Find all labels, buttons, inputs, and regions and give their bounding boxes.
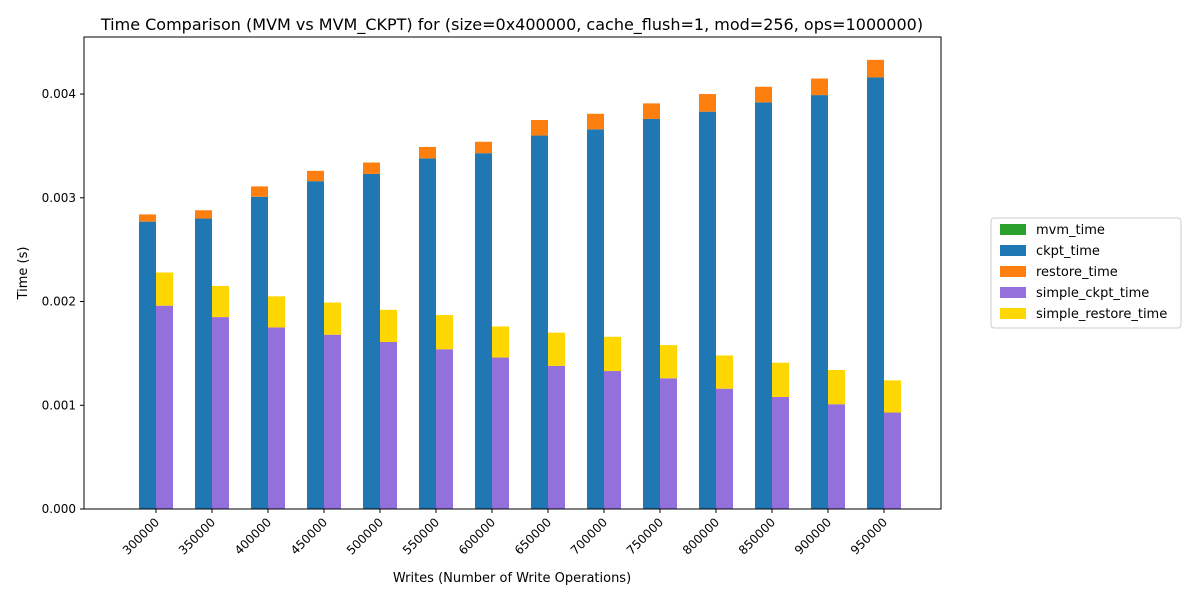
x-tick-label: 300000 [120,515,162,557]
bar-restore-time [811,78,828,96]
x-tick-label: 900000 [792,515,834,557]
bar-simple-restore-time [716,355,733,389]
legend-label-simple-ckpt-time: simple_ckpt_time [1036,286,1149,301]
bar-ckpt-time [475,153,492,509]
bar-simple-restore-time [156,272,173,306]
legend-label-ckpt-time: ckpt_time [1036,244,1100,259]
y-tick-label: 0.000 [42,502,76,516]
legend-label-restore-time: restore_time [1036,265,1118,280]
x-axis: 300000 350000 400000 450000 500000 550000 6000… [120,509,890,558]
bar-simple-ckpt-time [548,365,565,509]
legend-swatch-ckpt-time [1000,245,1026,256]
plot-area-frame [83,36,942,510]
bar-restore-time [195,210,212,219]
bar-simple-ckpt-time [604,371,621,509]
bar-restore-time [587,113,604,130]
bar-simple-ckpt-time [660,378,677,509]
bar-ckpt-time [419,158,436,509]
bar-ckpt-time [811,95,828,509]
bar-simple-restore-time [772,362,789,397]
bar-restore-time [419,146,436,159]
legend-swatch-simple-ckpt-time [1000,287,1026,298]
bar-ckpt-time [643,118,660,509]
legend-swatch-restore-time [1000,266,1026,277]
bar-simple-restore-time [660,345,677,379]
bar-ckpt-time [363,173,380,509]
bar-simple-restore-time [268,296,285,328]
bar-simple-ckpt-time [716,388,733,509]
bar-simple-ckpt-time [268,327,285,509]
bar-simple-restore-time [884,380,901,413]
bar-simple-ckpt-time [212,317,229,509]
bar-ckpt-time [251,196,268,509]
bar-restore-time [251,186,268,197]
legend: mvm_time ckpt_time restore_time simple_ckpt… [990,217,1182,329]
legend-swatch-simple-restore-time [1000,308,1026,319]
x-tick-label: 750000 [624,515,666,557]
legend-label-simple-restore-time: simple_restore_time [1036,307,1167,322]
x-tick-label: 550000 [400,515,442,557]
bar-simple-restore-time [828,369,845,405]
bar-simple-ckpt-time [436,349,453,509]
x-tick-label: 800000 [680,515,722,557]
x-tick-label: 850000 [736,515,778,557]
bar-ckpt-time [699,111,716,509]
x-tick-label: 400000 [232,515,274,557]
x-tick-label: 700000 [568,515,610,557]
bar-restore-time [531,119,548,136]
bar-ckpt-time [139,221,156,509]
bar-restore-time [139,214,156,222]
bar-restore-time [867,59,884,78]
bar-restore-time [699,94,716,112]
x-axis-label: Writes (Number of Write Operations) [393,571,631,586]
bar-ckpt-time [587,129,604,510]
bar-ckpt-time [307,181,324,509]
bar-simple-restore-time [548,332,565,366]
legend-frame [990,217,1182,329]
bar-restore-time [643,103,660,119]
y-tick-label: 0.004 [42,87,76,101]
bar-simple-restore-time [380,309,397,342]
bar-simple-restore-time [492,326,509,358]
bar-simple-restore-time [436,315,453,350]
bars-group [139,59,901,510]
bar-restore-time [363,162,380,174]
x-tick-label: 450000 [288,515,330,557]
bar-restore-time [475,141,492,154]
x-tick-label: 350000 [176,515,218,557]
bar-restore-time [307,170,324,182]
bar-simple-restore-time [324,302,341,335]
bar-simple-ckpt-time [156,305,173,509]
bar-simple-ckpt-time [884,412,901,509]
bar-simple-ckpt-time [772,396,789,509]
bar-simple-ckpt-time [492,357,509,509]
x-tick-label: 650000 [512,515,554,557]
x-tick-label: 600000 [456,515,498,557]
y-axis-label: Time (s) [16,247,31,301]
y-tick-label: 0.003 [42,191,76,205]
legend-swatch-mvm-time [1000,224,1026,235]
x-tick-label: 500000 [344,515,386,557]
bar-ckpt-time [195,218,212,510]
chart-title: Time Comparison (MVM vs MVM_CKPT) for (s… [100,15,923,35]
bar-simple-ckpt-time [828,404,845,509]
bar-restore-time [755,86,772,103]
bar-simple-ckpt-time [324,334,341,509]
legend-label-mvm-time: mvm_time [1036,223,1105,238]
bar-simple-restore-time [604,336,621,372]
bar-simple-ckpt-time [380,341,397,509]
x-tick-label: 950000 [848,515,890,557]
y-tick-label: 0.001 [42,398,76,412]
y-tick-label: 0.002 [42,295,76,309]
bar-simple-restore-time [212,285,229,318]
bar-ckpt-time [531,135,548,510]
y-axis: 0.000 0.001 0.002 0.003 0.004 [42,87,84,516]
bar-ckpt-time [755,102,772,509]
bar-ckpt-time [867,77,884,509]
